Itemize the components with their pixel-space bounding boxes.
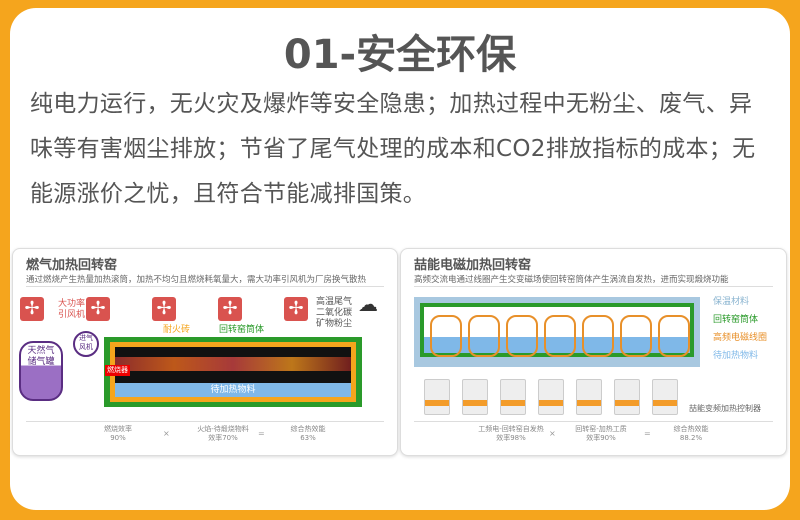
tank-label: 天然气 储气罐 xyxy=(27,346,55,367)
drum-label: 回转窑筒体 xyxy=(219,325,265,335)
induction-kiln-panel: 喆能电磁加热回转窑 高频交流电通过线圈产生交变磁场使回转窑筒体产生涡流自发热，进… xyxy=(400,248,787,456)
fan-icon: ✢ xyxy=(152,297,176,321)
stat-value: 88.2% xyxy=(679,434,703,442)
controller-icon xyxy=(576,379,602,415)
legend-material: 待加热物料 xyxy=(713,351,759,361)
stat-label: 综合热效能 xyxy=(673,425,709,433)
stat-selfheat: 工频电-回转窑自发热 效率98% xyxy=(456,425,566,443)
induction-kiln xyxy=(414,297,700,367)
smoke-icon: ☁ xyxy=(358,292,378,316)
times-sign: × xyxy=(549,429,556,438)
stat-transfer: 回转窑-加热工质 效率90% xyxy=(551,425,651,443)
coil-icon xyxy=(544,315,576,357)
flame xyxy=(115,357,351,371)
intake-fan-label: 进气 风机 xyxy=(79,334,93,351)
intake-fan: 进气 风机 xyxy=(73,331,99,357)
panel-subtitle: 高频交流电通过线圈产生交变磁场使回转窑筒体产生涡流自发热，进而实现煅烧功能 xyxy=(414,275,729,285)
stat-value: 90% xyxy=(600,434,616,442)
fan-icon: ✢ xyxy=(86,297,110,321)
stat-label: 工频电-回转窑自发热 效率 xyxy=(478,425,544,442)
description: 纯电力运行，无火灾及爆炸等安全隐患；加热过程中无粉尘、废气、异味等有害烟尘排放；… xyxy=(30,91,756,207)
controller-icon xyxy=(614,379,640,415)
coil-icon xyxy=(582,315,614,357)
controller-icon xyxy=(652,379,678,415)
panel-subtitle: 通过燃烧产生热量加热滚筒，加热不均匀且燃烧耗氧量大，需大功率引风机为厂房换气散热 xyxy=(26,275,367,285)
gas-kiln-panel: 燃气加热回转窑 通过燃烧产生热量加热滚筒，加热不均匀且燃烧耗氧量大，需大功率引风… xyxy=(12,248,398,456)
fan-icon: ✢ xyxy=(218,297,242,321)
coil-icon xyxy=(468,315,500,357)
kiln-drum: 待加热物料 xyxy=(104,337,362,407)
controller-icon xyxy=(424,379,450,415)
stat-total: 综合热效能 63% xyxy=(263,425,353,443)
legend-insulation: 保温材料 xyxy=(713,297,750,307)
divider xyxy=(414,286,773,287)
equals-sign: = xyxy=(644,429,651,438)
stat-total: 综合热效能 88.2% xyxy=(646,425,736,443)
controller-icon xyxy=(538,379,564,415)
stat-label: 燃烧效率 xyxy=(104,425,132,433)
legend-drum: 回转窑筒体 xyxy=(713,315,759,325)
refractory-label: 耐火砖 xyxy=(163,325,191,335)
legend-coil: 高频电磁线圈 xyxy=(713,333,768,343)
stat-label: 火焰-待煅烧物料 效率 xyxy=(197,425,249,442)
stat-flame: 火焰-待煅烧物料 效率70% xyxy=(173,425,273,443)
stat-combustion: 燃烧效率 90% xyxy=(73,425,163,443)
panel-title: 燃气加热回转窑 xyxy=(26,258,118,273)
divider xyxy=(26,286,384,287)
stat-value: 98% xyxy=(510,434,526,442)
exhaust-label: 高温尾气 二氧化碳 矿物粉尘 xyxy=(316,297,353,329)
times-sign: × xyxy=(163,429,170,438)
coil-icon xyxy=(620,315,652,357)
material-label: 待加热物料 xyxy=(115,383,351,397)
stat-value: 70% xyxy=(222,434,238,442)
divider xyxy=(414,421,773,422)
fan-label: 大功率 引风机 xyxy=(58,299,86,320)
gas-tank: 天然气 储气罐 xyxy=(19,341,63,401)
burner-label: 燃烧器 xyxy=(105,365,130,376)
stat-value: 90% xyxy=(110,434,126,442)
controller-icon xyxy=(500,379,526,415)
stat-label: 综合热效能 xyxy=(290,425,326,433)
coil-icon xyxy=(658,315,690,357)
page-title: 01-安全环保 xyxy=(283,32,517,78)
panel-title: 喆能电磁加热回转窑 xyxy=(414,258,532,273)
controller-icon xyxy=(462,379,488,415)
stat-label: 回转窑-加热工质 效率 xyxy=(575,425,627,442)
stat-value: 63% xyxy=(300,434,316,442)
fan-icon: ✢ xyxy=(284,297,308,321)
equals-sign: = xyxy=(258,429,265,438)
coil-icon xyxy=(430,315,462,357)
fan-icon: ✢ xyxy=(20,297,44,321)
controller-label: 喆能变频加热控制器 xyxy=(689,404,761,413)
coil-icon xyxy=(506,315,538,357)
divider xyxy=(26,421,384,422)
